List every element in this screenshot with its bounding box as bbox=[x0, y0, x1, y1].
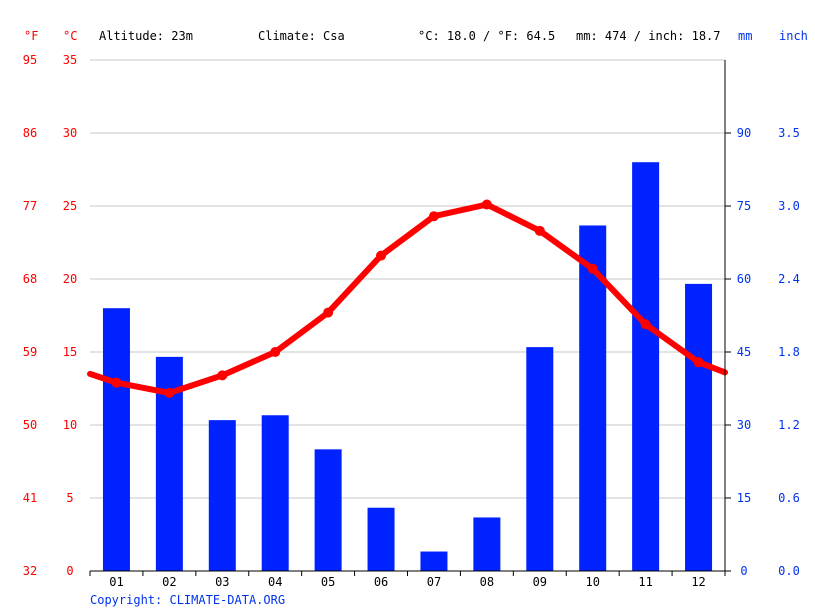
mm-tick-label: 75 bbox=[737, 199, 751, 213]
temperature-point bbox=[323, 307, 334, 318]
temperature-point bbox=[376, 250, 387, 261]
mm-tick-label: 30 bbox=[737, 418, 751, 432]
inch-tick-label: 1.8 bbox=[778, 345, 800, 359]
temperature-point bbox=[270, 347, 281, 357]
precipitation-bar bbox=[314, 449, 342, 571]
precipitation-bar bbox=[473, 517, 501, 571]
temperature-point bbox=[481, 199, 492, 210]
inch-tick-label: 3.0 bbox=[778, 199, 800, 213]
month-tick-label: 02 bbox=[162, 575, 176, 589]
precipitation-bars bbox=[102, 162, 713, 571]
fahrenheit-tick-label: 95 bbox=[23, 53, 37, 67]
mm-tick-label: 45 bbox=[737, 345, 751, 359]
precipitation-bar bbox=[208, 420, 236, 571]
fahrenheit-tick-label: 86 bbox=[23, 126, 37, 140]
month-tick-label: 07 bbox=[427, 575, 441, 589]
month-tick-label: 08 bbox=[480, 575, 494, 589]
temperature-point bbox=[217, 370, 228, 381]
celsius-tick-label: 30 bbox=[63, 126, 77, 140]
mm-tick-label: 90 bbox=[737, 126, 751, 140]
precipitation-bar bbox=[261, 415, 289, 571]
average-temperature-label: °C: 18.0 / °F: 64.5 bbox=[418, 29, 555, 43]
tick-labels: 0 32 5 41 10 50 15 59 20 68 25 77 30 86 35 95 0 0.0 15 0.6 3… bbox=[23, 53, 800, 589]
mm-tick-label: 60 bbox=[737, 272, 751, 286]
celsius-tick-label: 0 bbox=[66, 564, 73, 578]
fahrenheit-tick-label: 77 bbox=[23, 199, 37, 213]
month-tick-label: 10 bbox=[585, 575, 599, 589]
grid-lines bbox=[90, 59, 725, 499]
precipitation-bar bbox=[102, 308, 130, 571]
celsius-tick-label: 5 bbox=[66, 491, 73, 505]
temperature-point bbox=[640, 319, 651, 330]
month-tick-label: 12 bbox=[691, 575, 705, 589]
celsius-tick-label: 25 bbox=[63, 199, 77, 213]
altitude-label: Altitude: 23m bbox=[99, 29, 193, 43]
fahrenheit-tick-label: 68 bbox=[23, 272, 37, 286]
axes bbox=[89, 60, 731, 576]
temperature-point bbox=[693, 357, 704, 368]
month-tick-label: 09 bbox=[533, 575, 547, 589]
fahrenheit-tick-label: 50 bbox=[23, 418, 37, 432]
month-tick-label: 05 bbox=[321, 575, 335, 589]
total-precipitation-label: mm: 474 / inch: 18.7 bbox=[576, 29, 721, 43]
precipitation-bar bbox=[632, 162, 660, 571]
copyright-link[interactable]: Copyright: CLIMATE-DATA.ORG bbox=[90, 593, 285, 607]
inch-tick-label: 2.4 bbox=[778, 272, 800, 286]
fahrenheit-tick-label: 41 bbox=[23, 491, 37, 505]
fahrenheit-unit-label: °F bbox=[24, 29, 38, 43]
inch-tick-label: 3.5 bbox=[778, 126, 800, 140]
precipitation-bar bbox=[526, 347, 554, 571]
precipitation-bar bbox=[579, 225, 607, 571]
precipitation-bar bbox=[685, 283, 713, 571]
temperature-series-line bbox=[87, 201, 728, 396]
month-tick-label: 01 bbox=[109, 575, 123, 589]
inch-unit-label: inch bbox=[779, 29, 808, 43]
climate-label: Climate: Csa bbox=[258, 29, 345, 43]
temperature-point bbox=[428, 211, 439, 222]
precipitation-bar bbox=[420, 551, 448, 571]
celsius-tick-label: 10 bbox=[63, 418, 77, 432]
month-tick-label: 03 bbox=[215, 575, 229, 589]
fahrenheit-tick-label: 32 bbox=[23, 564, 37, 578]
inch-tick-label: 0.6 bbox=[778, 491, 800, 505]
temperature-line bbox=[87, 199, 728, 398]
celsius-tick-label: 15 bbox=[63, 345, 77, 359]
inch-tick-label: 1.2 bbox=[778, 418, 800, 432]
mm-unit-label: mm bbox=[738, 29, 752, 43]
celsius-unit-label: °C bbox=[63, 29, 77, 43]
mm-tick-label: 15 bbox=[737, 491, 751, 505]
temperature-point bbox=[111, 377, 122, 388]
celsius-tick-label: 35 bbox=[63, 53, 77, 67]
inch-tick-label: 0.0 bbox=[778, 564, 800, 578]
celsius-tick-label: 20 bbox=[63, 272, 77, 286]
temperature-point bbox=[534, 225, 545, 236]
month-tick-label: 11 bbox=[638, 575, 652, 589]
month-tick-label: 06 bbox=[374, 575, 388, 589]
month-tick-label: 04 bbox=[268, 575, 282, 589]
precipitation-bar bbox=[367, 507, 395, 571]
mm-tick-label: 0 bbox=[740, 564, 747, 578]
temperature-point bbox=[587, 263, 598, 274]
fahrenheit-tick-label: 59 bbox=[23, 345, 37, 359]
temperature-point bbox=[164, 387, 175, 398]
